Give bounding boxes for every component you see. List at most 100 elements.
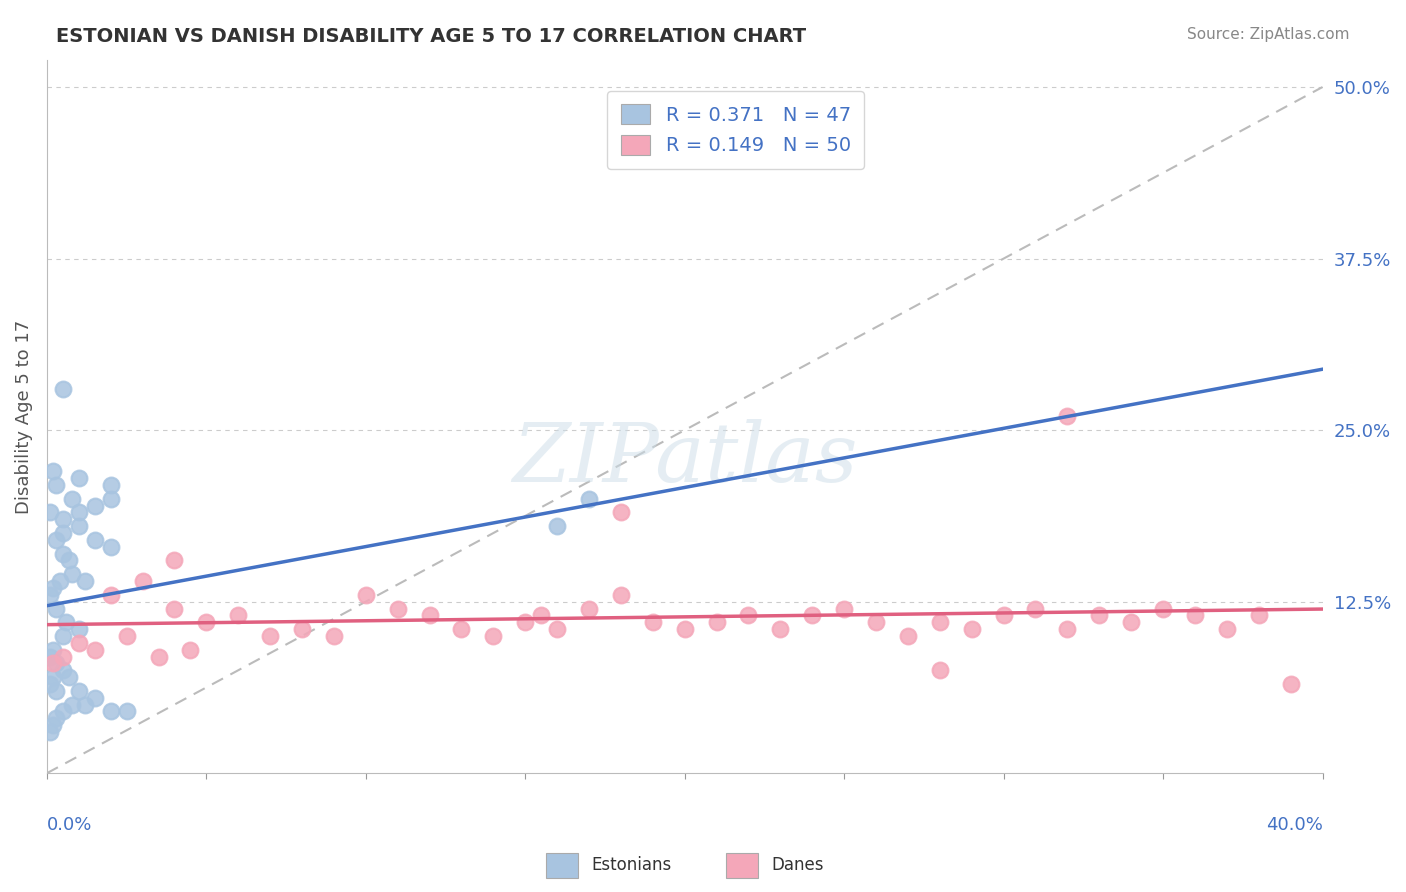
Point (115, 629, 138, 643)
Point (928, 615, 950, 630)
Point (1056, 622, 1078, 636)
Point (1279, 677, 1302, 691)
Point (530, 608, 553, 623)
Point (100, 491, 122, 506)
Point (67, 636, 90, 650)
Point (60, 698, 83, 712)
Point (83, 690, 105, 705)
Point (58, 553, 80, 567)
Point (195, 615, 218, 630)
Point (706, 615, 728, 630)
Point (67, 622, 90, 636)
Point (226, 608, 249, 623)
Point (52, 649, 75, 664)
Point (45, 478, 67, 492)
Point (42, 642, 65, 657)
Point (48, 574, 70, 588)
Point (148, 649, 170, 664)
Point (52, 629, 75, 643)
Point (1247, 608, 1270, 623)
Point (67, 519, 90, 533)
Point (291, 622, 314, 636)
Point (387, 601, 409, 615)
Point (45, 657, 67, 671)
Point (52, 705, 75, 719)
Text: Source: ZipAtlas.com: Source: ZipAtlas.com (1187, 27, 1350, 42)
Point (75, 574, 97, 588)
Point (42, 670, 65, 684)
Point (737, 608, 759, 623)
Point (67, 506, 90, 520)
Point (60, 491, 83, 506)
Point (39, 649, 62, 664)
Point (75, 698, 97, 712)
Point (546, 519, 568, 533)
Point (52, 512, 75, 526)
Point (42, 657, 65, 671)
Point (163, 601, 186, 615)
Point (52, 526, 75, 541)
Point (60, 567, 83, 582)
Point (58, 670, 80, 684)
Point (673, 622, 696, 636)
Point (100, 705, 122, 719)
Point (610, 588, 633, 602)
Point (1216, 622, 1239, 636)
Point (546, 622, 568, 636)
Bar (725, 853, 758, 878)
Point (83, 533, 105, 547)
Point (42, 464, 65, 478)
Point (39, 506, 62, 520)
Point (1056, 409, 1078, 424)
Y-axis label: Disability Age 5 to 17: Disability Age 5 to 17 (15, 319, 32, 514)
Point (578, 491, 600, 506)
Point (993, 608, 1015, 623)
Point (39, 725, 62, 739)
Text: ZIPatlas: ZIPatlas (512, 419, 858, 500)
Point (115, 705, 138, 719)
Point (39, 677, 62, 691)
Point (450, 622, 472, 636)
Point (259, 629, 281, 643)
Point (419, 608, 441, 623)
Point (55, 615, 77, 630)
Point (641, 615, 664, 630)
Point (45, 683, 67, 698)
Text: ESTONIAN VS DANISH DISABILITY AGE 5 TO 17 CORRELATION CHART: ESTONIAN VS DANISH DISABILITY AGE 5 TO 1… (56, 27, 807, 45)
Point (354, 588, 377, 602)
Point (832, 601, 855, 615)
Point (42, 718, 65, 732)
Point (179, 642, 201, 657)
Point (928, 663, 950, 677)
Point (83, 642, 105, 657)
Legend: R = 0.371   N = 47, R = 0.149   N = 50: R = 0.371 N = 47, R = 0.149 N = 50 (607, 91, 865, 169)
Point (45, 533, 67, 547)
Point (515, 615, 537, 630)
Point (801, 608, 824, 623)
Text: 40.0%: 40.0% (1265, 816, 1323, 834)
Point (131, 574, 153, 588)
Point (322, 629, 344, 643)
Point (865, 615, 887, 630)
Point (100, 588, 122, 602)
Point (52, 382, 75, 396)
Point (897, 629, 920, 643)
Point (83, 499, 105, 513)
Point (482, 629, 505, 643)
Point (45, 711, 67, 725)
Point (52, 663, 75, 677)
Point (100, 540, 122, 554)
Point (578, 601, 600, 615)
Text: 0.0%: 0.0% (46, 816, 93, 834)
Point (1024, 601, 1046, 615)
Point (45, 601, 67, 615)
Point (67, 471, 90, 485)
Point (67, 683, 90, 698)
Point (163, 553, 186, 567)
Point (1152, 601, 1174, 615)
Text: Danes: Danes (770, 856, 824, 874)
Point (1184, 608, 1206, 623)
Point (100, 478, 122, 492)
Point (960, 622, 983, 636)
Bar (546, 853, 578, 878)
